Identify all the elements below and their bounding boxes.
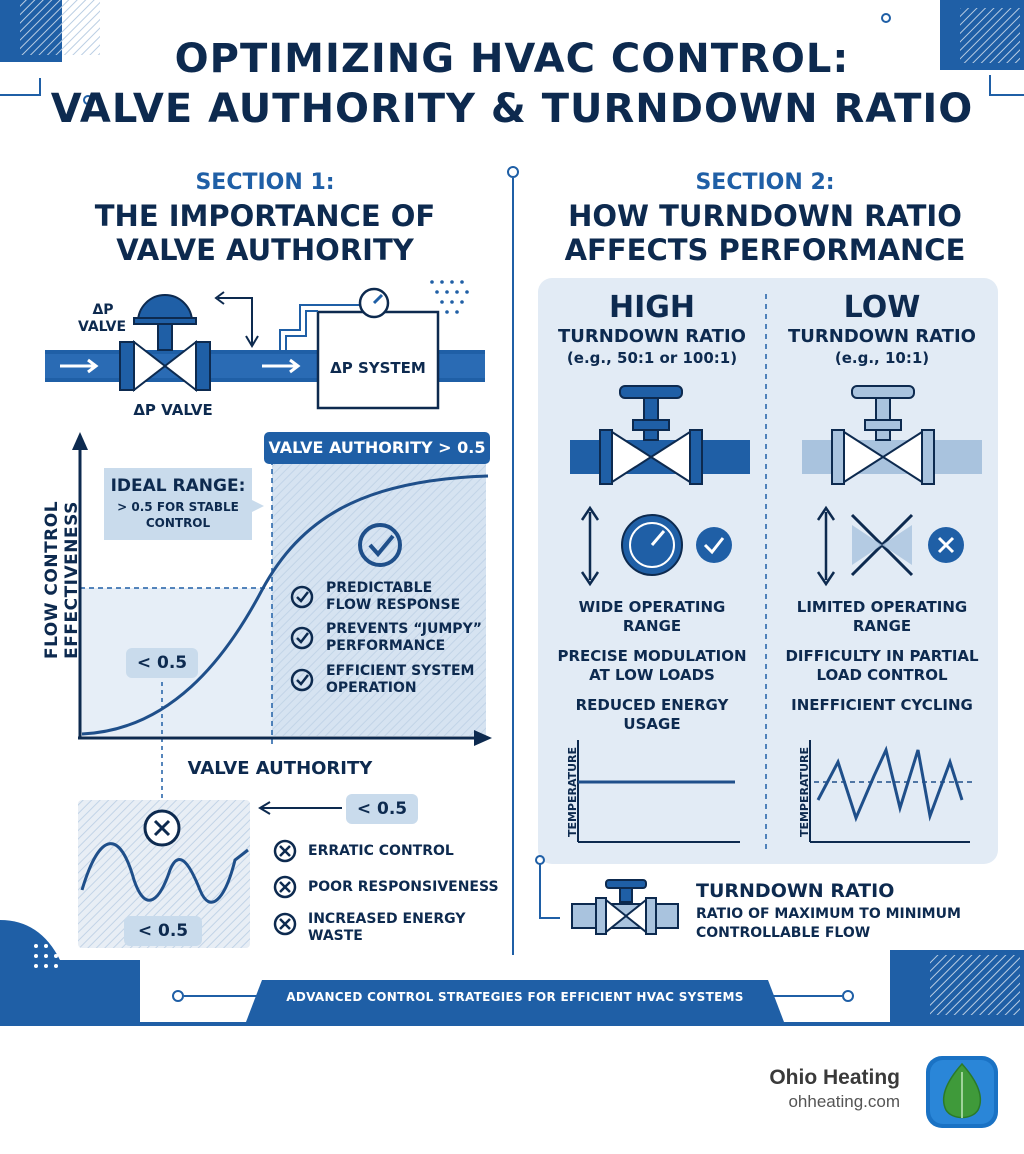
definition-line-1: RATIO OF MAXIMUM TO MINIMUM — [696, 906, 961, 922]
definition-title: TURNDOWN RATIO — [696, 880, 895, 902]
ideal-range-line-2: > 0.5 FOR STABLE — [117, 500, 239, 514]
low-title: LOW — [843, 290, 921, 325]
low-point-2-line-2: LOAD CONTROL — [816, 666, 948, 684]
benefit-2-line-2: PERFORMANCE — [326, 638, 446, 654]
cycling-temperature-line — [816, 745, 964, 823]
high-point-3-line-1: REDUCED ENERGY — [575, 696, 729, 714]
valve-label-top-2: VALVE — [77, 319, 127, 335]
problem-3-line-2: WASTE — [308, 928, 363, 944]
high-point-3-line-2: USAGE — [623, 715, 681, 733]
section1-heading-line-2: VALVE AUTHORITY — [116, 233, 414, 267]
footer-banner: ADVANCED CONTROL STRATEGIES FOR EFFICIEN… — [286, 990, 744, 1004]
benefit-3-line-2: OPERATION — [326, 680, 417, 696]
high-point-2-line-2: AT LOW LOADS — [589, 666, 715, 684]
footer-banner-shape — [246, 980, 784, 1022]
high-point-1-line-1: WIDE OPERATING — [578, 598, 726, 616]
low-authority-box-tag: < 0.5 — [124, 916, 202, 946]
effectiveness-curve — [81, 474, 489, 736]
benefit-3-line-1: EFFICIENT SYSTEM — [326, 663, 475, 679]
high-title: HIGH — [608, 290, 695, 325]
x-axis-label: VALVE AUTHORITY — [187, 758, 373, 779]
high-example: (e.g., 50:1 or 100:1) — [566, 349, 738, 367]
problem-2: POOR RESPONSIVENESS — [308, 879, 499, 895]
ideal-range-line-3: CONTROL — [145, 516, 211, 530]
check-circle-icon — [358, 523, 402, 567]
valve-icon — [605, 879, 647, 889]
main-title-line-2: VALVE AUTHORITY & TURNDOWN RATIO — [50, 86, 974, 132]
low-authority-tag: < 0.5 — [346, 794, 418, 824]
section1-kicker: SECTION 1: — [195, 170, 335, 195]
high-point-2-line-1: PRECISE MODULATION — [557, 647, 747, 665]
definition-line-2: CONTROLLABLE FLOW — [696, 925, 871, 941]
benefit-1-line-2: FLOW RESPONSE — [326, 597, 461, 613]
benefit-2-line-1: PREVENTS “JUMPY” — [326, 621, 482, 637]
high-subtitle: TURNDOWN RATIO — [558, 326, 746, 347]
low-example: (e.g., 10:1) — [834, 349, 930, 367]
ideal-range-title: IDEAL RANGE: — [110, 476, 246, 496]
problem-1: ERRATIC CONTROL — [308, 843, 454, 859]
benefit-1-line-1: PREDICTABLE — [326, 580, 433, 596]
problem-3-line-1: INCREASED ENERGY — [308, 911, 466, 927]
section2-heading-line-1: HOW TURNDOWN RATIO — [568, 199, 962, 233]
valve-label-top-1: ΔP — [92, 302, 114, 318]
erratic-wave — [80, 842, 249, 904]
section2-kicker: SECTION 2: — [695, 170, 835, 195]
valve-label-bottom: ΔP VALVE — [133, 401, 213, 419]
main-title-line-1: OPTIMIZING HVAC CONTROL: — [174, 36, 850, 82]
low-point-3-line-1: INEFFICIENT CYCLING — [791, 696, 973, 714]
brand-url: ohheating.com — [788, 1092, 900, 1111]
section1-heading-line-1: THE IMPORTANCE OF — [94, 199, 436, 233]
system-box — [316, 310, 440, 410]
low-point-1-line-2: RANGE — [852, 617, 912, 635]
range-arrow-icon — [816, 505, 836, 587]
range-arrow-icon — [580, 505, 600, 587]
low-subtitle: TURNDOWN RATIO — [788, 326, 976, 347]
chart-banner: VALVE AUTHORITY > 0.5 — [268, 438, 486, 457]
low-point-2-line-1: DIFFICULTY IN PARTIAL — [785, 647, 979, 665]
check-icon — [696, 527, 732, 563]
low-point-1-line-1: LIMITED OPERATING — [796, 598, 968, 616]
flow-arrow-icon — [262, 358, 301, 374]
valve-handwheel-icon — [619, 385, 683, 399]
high-point-1-line-2: RANGE — [622, 617, 682, 635]
brand-name: Ohio Heating — [769, 1066, 900, 1089]
system-label: ΔP SYSTEM — [330, 359, 426, 377]
below-threshold-tag: < 0.5 — [126, 648, 198, 678]
valve-handwheel-icon — [851, 385, 915, 399]
flow-arrow-icon — [60, 358, 99, 374]
section2-heading-line-2: AFFECTS PERFORMANCE — [564, 233, 966, 267]
